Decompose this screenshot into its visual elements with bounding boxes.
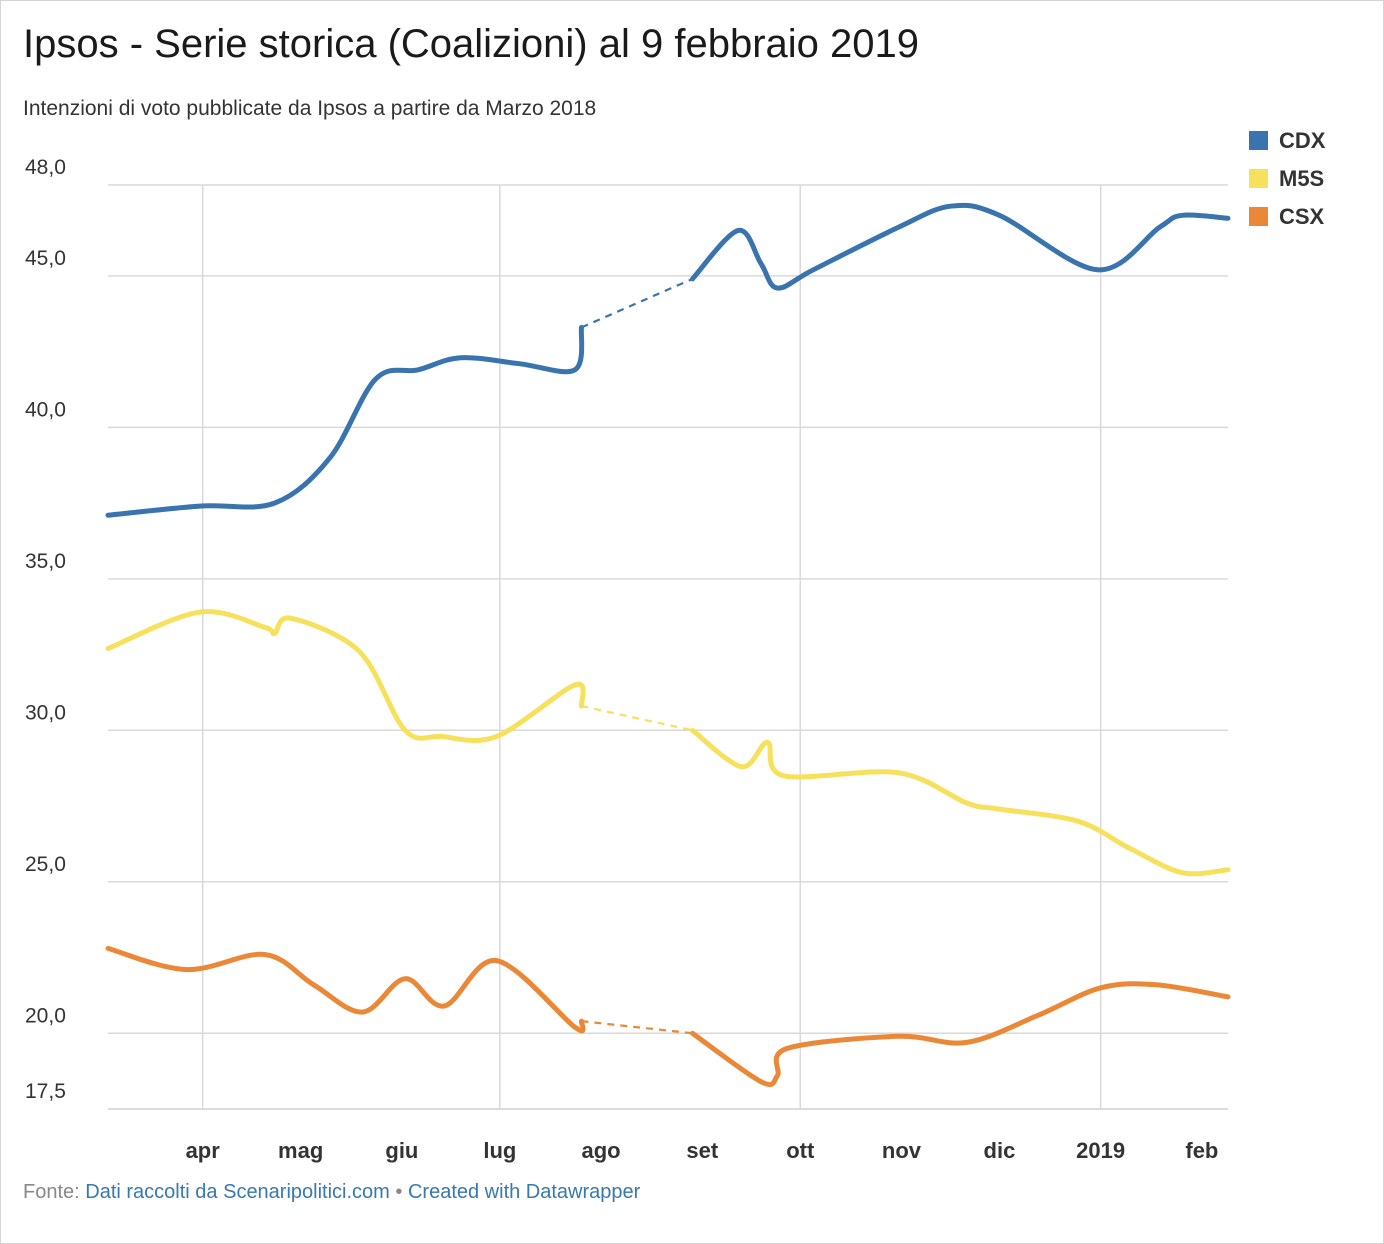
legend-swatch-cdx [1249, 131, 1268, 150]
y-axis-labels: 17,5 20,0 25,0 30,0 35,0 40,0 45,0 48,0 [25, 156, 66, 1103]
y-tick-label: 35,0 [25, 550, 66, 573]
legend-label-cdx: CDX [1279, 128, 1326, 153]
y-tick-label: 17,5 [25, 1080, 66, 1103]
x-tick-label: dic [984, 1138, 1016, 1163]
series-gap-csx [581, 1020, 693, 1035]
x-tick-label: lug [483, 1138, 516, 1163]
y-gridlines [108, 184, 1228, 1110]
series-line-cdx-cont [690, 202, 1231, 291]
chart-subtitle: Intenzioni di voto pubblicate da Ipsos a… [23, 97, 597, 120]
legend-label-csx: CSX [1279, 204, 1325, 229]
y-tick-label: 48,0 [25, 156, 66, 179]
legend: CDX M5S CSX [1249, 128, 1326, 229]
series-line-csx [105, 945, 586, 1034]
x-tick-label: mag [278, 1138, 323, 1163]
datawrapper-link[interactable]: Created with Datawrapper [407, 1181, 641, 1203]
y-tick-label: 30,0 [25, 701, 66, 724]
x-tick-label: nov [882, 1138, 922, 1163]
series-line-m5s-cont [690, 727, 1231, 877]
y-tick-label: 20,0 [25, 1004, 66, 1027]
series-lines [105, 202, 1231, 1088]
x-tick-label: 2019 [1076, 1138, 1125, 1163]
x-tick-label: apr [186, 1138, 221, 1163]
legend-swatch-csx [1249, 207, 1268, 226]
series-gap-m5s [581, 705, 693, 732]
x-axis-labels: apr mag giu lug ago set ott nov dic 2019 feb [186, 1138, 1219, 1163]
source-link[interactable]: Dati raccolti da Scenaripolitici.com [85, 1181, 390, 1203]
y-tick-label: 40,0 [25, 398, 66, 421]
legend-swatch-m5s [1249, 169, 1268, 188]
x-tick-label: set [686, 1138, 718, 1163]
x-tick-label: ago [581, 1138, 620, 1163]
series-line-cdx [105, 324, 585, 518]
chart-title: Ipsos - Serie storica (Coalizioni) al 9 … [23, 22, 919, 66]
series-line-m5s [105, 609, 586, 743]
y-tick-label: 45,0 [25, 247, 66, 270]
x-tick-label: ott [786, 1138, 815, 1163]
footer: Fonte: Dati raccolti da Scenaripolitici.… [23, 1181, 640, 1204]
x-gridlines [201, 185, 1102, 1109]
x-tick-label: giu [385, 1138, 418, 1163]
series-gap-cdx [581, 277, 693, 329]
y-tick-label: 25,0 [25, 853, 66, 876]
series-line-csx-cont [690, 981, 1231, 1088]
footer-source-prefix: Fonte: [23, 1181, 80, 1203]
footer-separator: • [395, 1181, 403, 1203]
legend-label-m5s: M5S [1279, 166, 1324, 191]
x-tick-label: feb [1185, 1138, 1218, 1163]
